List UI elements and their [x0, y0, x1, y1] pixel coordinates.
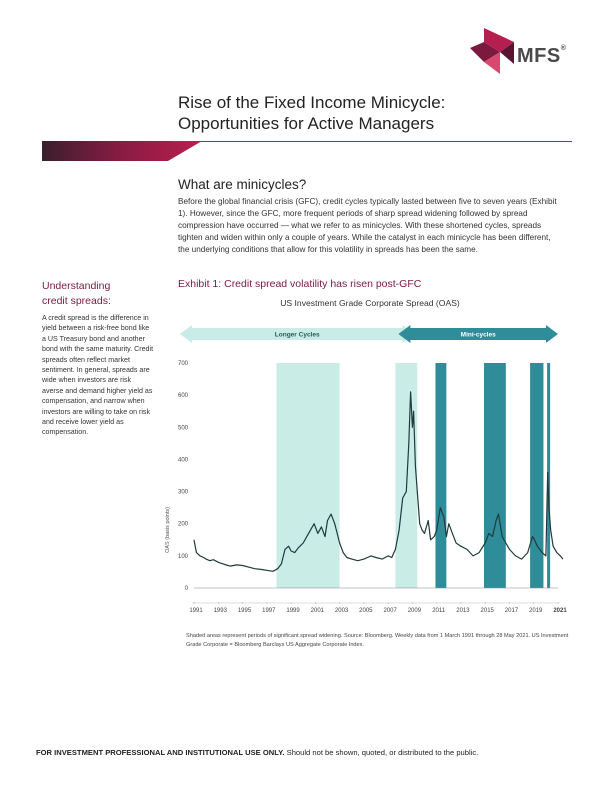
x-tick-label: 2003 — [335, 608, 349, 614]
x-tick-label: 2013 — [456, 608, 470, 614]
x-tick-label: 2005 — [359, 608, 373, 614]
y-tick-label: 600 — [178, 393, 189, 399]
shaded-periods — [276, 363, 551, 588]
shaded-period-1 — [395, 363, 418, 588]
oas-spread-line — [193, 391, 564, 572]
chart-source-note: Shaded areas represent periods of signif… — [186, 633, 569, 648]
page-title: Rise of the Fixed Income Minicycle: Oppo… — [178, 92, 578, 134]
mini-cycles-arrow-label: Mini-cycles — [461, 332, 496, 339]
shaded-period-2 — [435, 363, 447, 588]
sidebar-heading-line1: Understanding — [42, 280, 111, 292]
y-tick-label: 700 — [178, 361, 189, 367]
brand-logo-text: MFS® — [517, 45, 567, 67]
sidebar-body: A credit spread is the difference in yie… — [42, 314, 154, 437]
exhibit-title: Exhibit 1: Credit spread volatility has … — [178, 278, 422, 290]
x-tick-label: 2007 — [383, 608, 397, 614]
page-title-line2: Opportunities for Active Managers — [178, 114, 435, 133]
x-tick-label: 1993 — [214, 608, 228, 614]
x-tick-label: 2011 — [432, 608, 446, 614]
x-tick-label: 2015 — [481, 608, 495, 614]
title-divider-band — [42, 141, 572, 161]
x-tick-label: 1997 — [262, 608, 276, 614]
sidebar-heading: Understanding credit spreads: — [42, 279, 152, 309]
footer-disclaimer: FOR INVESTMENT PROFESSIONAL AND INSTITUT… — [36, 748, 596, 757]
spread-chart: Longer Cycles Mini-cycles 0 100 200 300 400 50… — [165, 325, 567, 614]
sidebar-heading-line2: credit spreads: — [42, 295, 111, 307]
y-tick-label: 400 — [178, 457, 189, 463]
y-tick-label: 300 — [178, 490, 189, 496]
chart-title: US Investment Grade Corporate Spread (OA… — [280, 298, 460, 308]
x-tick-label: 2009 — [408, 608, 422, 614]
page-title-line1: Rise of the Fixed Income Minicycle: — [178, 93, 446, 112]
y-tick-label: 0 — [185, 586, 189, 592]
y-axis-label: OAS (basis points) — [165, 507, 171, 553]
x-tick-label: 2017 — [505, 608, 519, 614]
x-tick-label: 2019 — [529, 608, 543, 614]
chart-axes: 0 100 200 300 400 500 600 700 1991 1993 1995 1997 19… — [178, 361, 567, 614]
shaded-period-4 — [530, 363, 544, 588]
shaded-period-0 — [276, 363, 340, 588]
cycle-arrows: Longer Cycles Mini-cycles — [180, 325, 558, 343]
footer-disclaimer-text: Should not be shown, quoted, or distribu… — [284, 748, 479, 757]
x-tick-label: 1999 — [286, 608, 300, 614]
x-tick-label: 2021 — [553, 608, 567, 614]
x-tick-label: 1995 — [238, 608, 252, 614]
x-tick-label: 2001 — [311, 608, 325, 614]
shaded-period-5 — [547, 363, 551, 588]
section-heading: What are minicycles? — [178, 177, 307, 192]
mini-cycles-arrow — [398, 325, 558, 343]
longer-cycles-arrow-label: Longer Cycles — [275, 332, 320, 339]
shaded-period-3 — [483, 363, 506, 588]
x-tick-label: 1991 — [189, 608, 203, 614]
longer-cycles-arrow — [180, 325, 415, 343]
spread-line-series — [193, 391, 564, 572]
intro-paragraph: Before the global financial crisis (GFC)… — [178, 197, 557, 254]
y-tick-label: 500 — [178, 425, 189, 431]
footer-disclaimer-bold: FOR INVESTMENT PROFESSIONAL AND INSTITUT… — [36, 748, 285, 757]
mfs-logo-icon — [470, 28, 514, 74]
y-tick-label: 200 — [178, 522, 189, 528]
y-tick-label: 100 — [178, 554, 189, 560]
